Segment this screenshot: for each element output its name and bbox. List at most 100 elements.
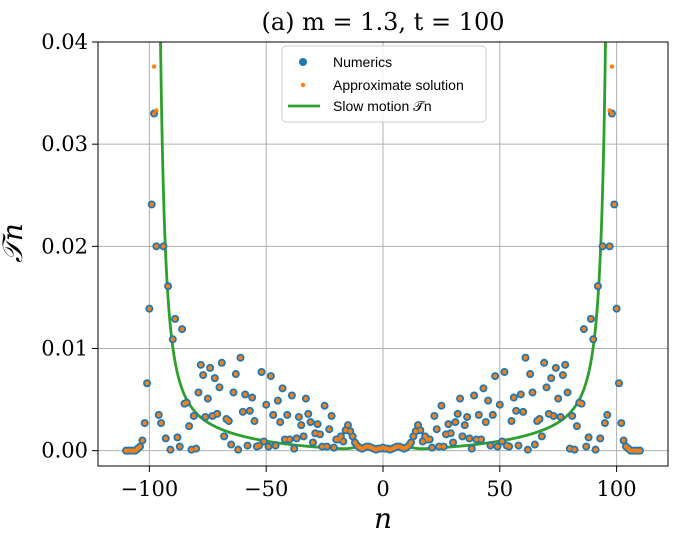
approximate-solution-point — [509, 418, 514, 424]
approximate-solution-point — [469, 446, 474, 451]
approximate-solution-point — [240, 409, 246, 415]
approximate-solution-point — [341, 439, 346, 444]
approximate-solution-point — [415, 422, 421, 428]
approximate-solution-point — [154, 108, 159, 113]
approximate-solution-point — [448, 431, 453, 436]
approximate-solution-point — [350, 434, 355, 439]
approximate-solution-point — [299, 422, 304, 428]
approximate-solution-point — [567, 446, 573, 451]
approximate-solution-point — [518, 392, 524, 397]
approximate-solution-point — [168, 447, 173, 452]
approximate-solution-point — [186, 423, 192, 429]
approximate-solution-point — [217, 385, 222, 390]
approximate-solution-point — [203, 414, 208, 420]
legend-numerics-marker — [299, 58, 307, 66]
approximate-solution-point — [249, 395, 255, 400]
approximate-solution-point — [485, 398, 491, 403]
approximate-solution-point — [210, 413, 215, 419]
approximate-solution-point — [170, 337, 175, 342]
y-tick-label: 0.01 — [41, 337, 88, 361]
approximate-solution-point — [607, 244, 612, 249]
approximate-solution-point — [502, 369, 507, 375]
approximate-solution-point — [511, 395, 517, 400]
approximate-solution-point — [165, 283, 171, 289]
approximate-solution-point — [464, 414, 470, 420]
approximate-solution-point — [532, 442, 538, 447]
approximate-solution-point — [271, 412, 276, 418]
approximate-solution-point — [310, 440, 316, 445]
approximate-solution-point — [214, 411, 220, 417]
approximate-solution-point — [478, 437, 484, 442]
approximate-solution-point — [191, 413, 196, 419]
approximate-solution-point — [593, 447, 598, 452]
approximate-solution-point — [289, 393, 295, 398]
approximate-solution-point — [207, 365, 213, 371]
approximate-solution-point — [411, 434, 416, 439]
approximate-solution-point — [516, 443, 521, 448]
y-tick-label: 0.03 — [41, 132, 88, 156]
approximate-solution-point — [144, 381, 150, 386]
approximate-solution-point — [609, 111, 615, 116]
approximate-solution-point — [296, 414, 302, 420]
approximate-solution-point — [221, 434, 227, 439]
approximate-solution-point — [285, 412, 290, 418]
approximate-solution-point — [294, 436, 299, 441]
approximate-solution-point — [467, 436, 472, 441]
approximate-solution-point — [574, 423, 580, 429]
approximate-solution-point — [605, 412, 610, 418]
approximate-solution-point — [584, 444, 589, 449]
approximate-solution-point — [513, 408, 519, 414]
approximate-solution-point — [602, 420, 608, 426]
approximate-solution-point — [495, 444, 500, 449]
legend-approx-label: Approximate solution — [333, 77, 464, 93]
approximate-solution-point — [306, 411, 311, 417]
approximate-solution-point — [460, 434, 465, 439]
approximate-solution-point — [570, 413, 575, 419]
approximate-solution-point — [175, 435, 180, 440]
approximate-solution-point — [198, 362, 203, 368]
approximate-solution-point — [149, 202, 154, 207]
approximate-solution-point — [446, 421, 451, 427]
x-axis-label: n — [374, 502, 392, 535]
x-axis: −100 −50 0 50 100 — [121, 466, 637, 501]
approximate-solution-point — [525, 447, 531, 452]
approximate-solution-point — [556, 396, 561, 401]
legend-slow-label: Slow motion 𝒯̄n — [333, 98, 432, 114]
approximate-solution-point — [558, 414, 563, 420]
approximate-solution-point — [313, 431, 318, 436]
approximate-solution-point — [474, 437, 479, 442]
x-tick-label: −100 — [121, 477, 179, 501]
approximate-solution-point — [233, 371, 239, 377]
approximate-solution-point — [200, 372, 206, 378]
approximate-solution-point — [324, 444, 330, 449]
x-tick-label: −50 — [244, 477, 288, 501]
approximate-solution-point — [268, 373, 274, 379]
approximate-solution-point — [163, 436, 168, 441]
x-tick-label: 100 — [597, 477, 637, 501]
approximate-solution-point — [189, 447, 194, 452]
approximate-solution-point — [252, 418, 257, 424]
y-tick-label: 0.00 — [41, 439, 88, 463]
approximate-solution-point — [352, 440, 358, 445]
approximate-solution-point — [422, 434, 428, 439]
approximate-solution-point — [492, 373, 498, 379]
approximate-solution-point — [609, 64, 615, 69]
approximate-solution-point — [247, 408, 253, 414]
approximate-solution-point — [315, 421, 320, 427]
approximate-solution-point — [563, 362, 568, 368]
approximate-solution-point — [481, 386, 486, 391]
y-tick-label: 0.02 — [41, 234, 88, 258]
approximate-solution-point — [212, 375, 217, 381]
legend-box — [281, 45, 487, 123]
approximate-solution-point — [619, 420, 624, 426]
approximate-solution-point — [151, 64, 157, 69]
approximate-solution-point — [322, 403, 327, 408]
approximate-solution-point — [205, 396, 210, 401]
approximate-solution-point — [427, 437, 432, 442]
approximate-solution-point — [418, 428, 423, 433]
approximate-solution-point — [523, 355, 528, 360]
approximate-solution-point — [612, 202, 617, 207]
approximate-solution-point — [551, 413, 556, 419]
approximate-solution-point — [329, 413, 334, 419]
approximate-solution-point — [432, 413, 437, 419]
